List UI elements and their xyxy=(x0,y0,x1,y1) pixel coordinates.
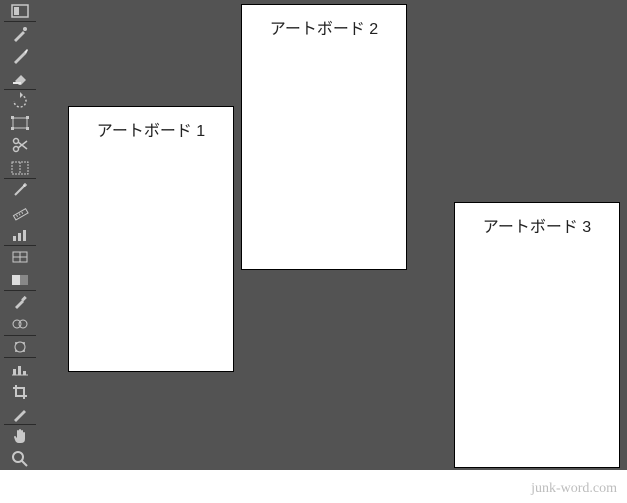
measure-tool-icon[interactable] xyxy=(0,201,40,223)
slice-tool-icon[interactable] xyxy=(0,157,40,179)
artboard-2[interactable]: アートボード 2 xyxy=(241,4,407,270)
brush-tool-icon[interactable] xyxy=(0,22,40,44)
eraser-tool-icon[interactable] xyxy=(0,67,40,89)
graph-tool-icon[interactable] xyxy=(0,224,40,246)
canvas-area[interactable]: アートボード 1 アートボード 2 アートボード 3 xyxy=(40,0,627,470)
zoom-tool-icon[interactable] xyxy=(0,448,40,470)
artboard-3[interactable]: アートボード 3 xyxy=(454,202,620,468)
artboard-label: アートボード 3 xyxy=(455,213,619,237)
gradient-tool-icon[interactable] xyxy=(0,269,40,291)
blend-tool-icon[interactable] xyxy=(0,313,40,335)
toolbar xyxy=(0,0,40,470)
symbol-tool-icon[interactable] xyxy=(0,336,40,358)
artboard-tool-icon[interactable] xyxy=(0,0,40,22)
pen-tool-icon[interactable] xyxy=(0,45,40,67)
artboard-label: アートボード 2 xyxy=(242,15,406,39)
mesh-tool-icon[interactable] xyxy=(0,246,40,268)
column-tool-icon[interactable] xyxy=(0,358,40,380)
transform-tool-icon[interactable] xyxy=(0,112,40,134)
artboard-1[interactable]: アートボード 1 xyxy=(68,106,234,372)
artboard-label: アートボード 1 xyxy=(69,117,233,141)
watermark-text: junk-word.com xyxy=(531,481,617,497)
crop-tool-icon[interactable] xyxy=(0,380,40,402)
wand-tool-icon[interactable] xyxy=(0,179,40,201)
workspace: アートボード 1 アートボード 2 アートボード 3 xyxy=(0,0,627,470)
eyedropper-tool-icon[interactable] xyxy=(0,291,40,313)
hand-tool-icon[interactable] xyxy=(0,425,40,447)
knife-tool-icon[interactable] xyxy=(0,403,40,425)
rotate-tool-icon[interactable] xyxy=(0,90,40,112)
scissors-tool-icon[interactable] xyxy=(0,134,40,156)
